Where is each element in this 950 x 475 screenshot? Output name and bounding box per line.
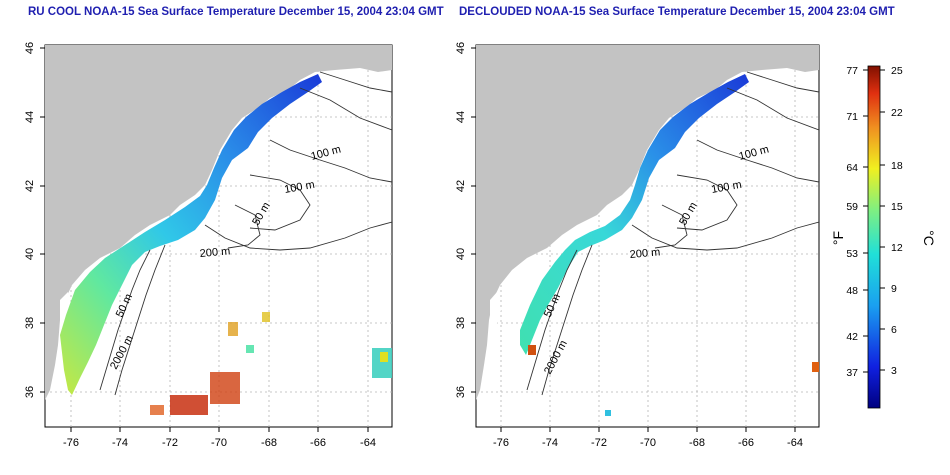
f-tick: 64 [846, 162, 858, 174]
f-tick: 59 [846, 201, 858, 213]
lat-label: 44 [455, 111, 467, 123]
c-tick: 12 [891, 242, 903, 254]
colorbar: 77 71 64 59 53 48 42 37 25 22 18 15 12 9… [830, 65, 937, 409]
lon-label: -64 [360, 437, 376, 449]
lat-label: 38 [455, 317, 467, 329]
axis-ticks-right [471, 47, 796, 432]
lat-labels-left: 36 38 40 42 44 46 [24, 42, 36, 398]
lon-label: -72 [162, 437, 178, 449]
lon-label: -76 [493, 437, 509, 449]
map-panel-right: 100 m 100 m 50 m 200 m 50 m 2000 m -76 -… [455, 42, 820, 449]
celsius-tick-labels: 25 22 18 15 12 9 6 3 [891, 65, 903, 377]
contour-label-200m: 200 m [199, 245, 231, 260]
lat-label: 44 [24, 111, 36, 123]
lon-label: -68 [261, 437, 277, 449]
c-tick: 3 [891, 365, 897, 377]
c-tick: 18 [891, 160, 903, 172]
lat-labels-right: 36 38 40 42 44 46 [455, 42, 467, 398]
axis-ticks-left [40, 47, 369, 432]
depth-contours-left [99, 71, 392, 396]
lat-label: 36 [455, 386, 467, 398]
f-tick: 77 [846, 65, 858, 77]
map-title-left: RU COOL NOAA-15 Sea Surface Temperature … [28, 6, 444, 18]
depth-contours-right [526, 71, 819, 396]
sst-warm-patches-right [528, 345, 819, 416]
lon-labels-right: -76 -74 -72 -70 -68 -66 -64 [493, 437, 803, 449]
f-tick: 53 [846, 248, 858, 260]
land-mass-left [45, 45, 392, 400]
map-title-right: DECLOUDED NOAA-15 Sea Surface Temperatur… [459, 6, 895, 18]
sst-shelf-left [60, 74, 322, 395]
lon-labels-left: -76 -74 -72 -70 -68 -66 -64 [63, 437, 376, 449]
colorbar-fahrenheit-label: °F [830, 231, 846, 245]
lon-label: -66 [738, 437, 754, 449]
lon-label: -76 [63, 437, 79, 449]
fahrenheit-tick-labels: 77 71 64 59 53 48 42 37 [846, 65, 858, 379]
lat-label: 40 [24, 248, 36, 260]
c-tick: 25 [891, 65, 903, 77]
c-tick: 9 [891, 283, 897, 295]
land-mass-right [476, 45, 819, 400]
lat-label: 46 [455, 42, 467, 54]
f-tick: 37 [846, 367, 858, 379]
contour-label-100m-b: 100 m [283, 179, 315, 196]
sst-warm-patches-left [150, 312, 392, 415]
f-tick: 42 [846, 331, 858, 343]
lon-label: -68 [689, 437, 705, 449]
colorbar-celsius-label: °C [921, 230, 937, 246]
c-tick: 6 [891, 324, 897, 336]
c-tick: 15 [891, 201, 903, 213]
lat-label: 40 [455, 248, 467, 260]
c-tick: 22 [891, 107, 903, 119]
colorbar-scale [867, 65, 881, 409]
lon-label: -74 [112, 437, 128, 449]
lon-label: -64 [787, 437, 803, 449]
map-panel-left: 100 m 100 m 50 m 200 m 50 m 2000 m -76 -… [24, 42, 393, 449]
lat-label: 38 [24, 317, 36, 329]
colorbar-ticks [863, 69, 885, 373]
lon-label: -72 [591, 437, 607, 449]
lon-label: -70 [211, 437, 227, 449]
f-tick: 71 [846, 111, 858, 123]
lat-label: 42 [455, 180, 467, 192]
f-tick: 48 [846, 285, 858, 297]
lon-label: -70 [640, 437, 656, 449]
lon-label: -74 [542, 437, 558, 449]
contour-label-200m: 200 m [629, 246, 661, 261]
lat-label: 42 [24, 180, 36, 192]
contour-label-100m-b: 100 m [710, 179, 742, 196]
lon-label: -66 [310, 437, 326, 449]
lat-label: 46 [24, 42, 36, 54]
lat-label: 36 [24, 386, 36, 398]
